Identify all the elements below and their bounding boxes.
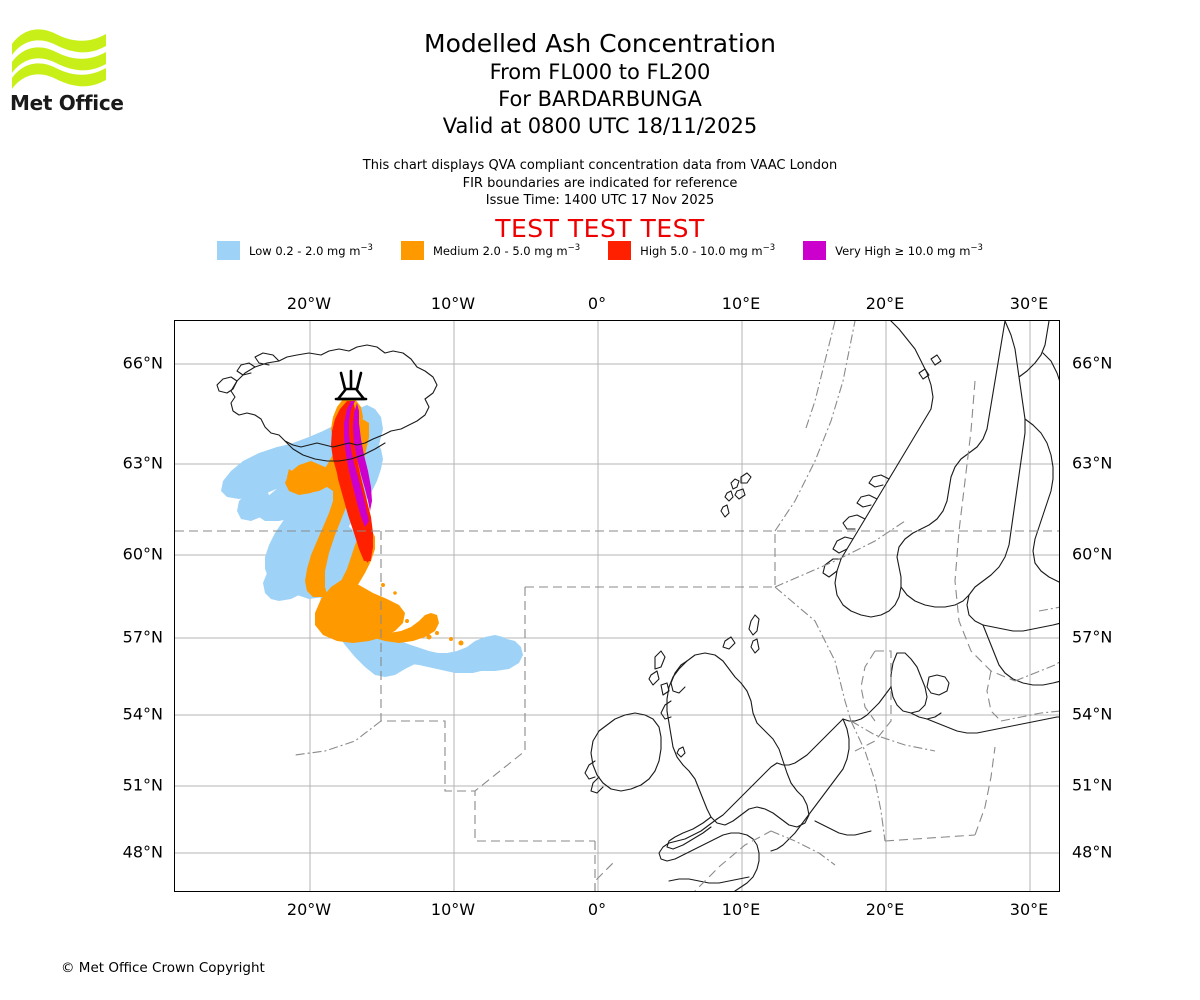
lat-tick-right-4: 54°N xyxy=(1072,704,1113,724)
map-plot-frame xyxy=(174,320,1060,892)
map-canvas xyxy=(175,321,1059,891)
lon-tick-bottom-4: 20°E xyxy=(865,900,905,919)
page-title: Modelled Ash Concentration xyxy=(424,29,776,58)
longitude-axis-top: 20°W 10°W 0° 10°E 20°E 30°E xyxy=(174,294,1060,313)
lat-tick-left-5: 51°N xyxy=(122,775,163,795)
met-office-logo-icon xyxy=(12,29,106,89)
lon-tick-bottom-1: 10°W xyxy=(430,900,476,919)
legend-label-high: High 5.0 - 10.0 mg m xyxy=(640,243,763,258)
lon-tick-top-2: 0° xyxy=(587,294,607,313)
legend-label-medium: Medium 2.0 - 5.0 mg m xyxy=(432,243,568,258)
graticule xyxy=(175,321,1059,891)
legend-label-very-high: Very High ≥ 10.0 mg m xyxy=(835,243,971,258)
met-office-wordmark: Met Office xyxy=(10,91,124,115)
legend-swatch-very-high xyxy=(803,241,827,260)
test-banner: TEST TEST TEST xyxy=(495,214,705,243)
legend-label-low: Low 0.2 - 2.0 mg m xyxy=(249,243,361,258)
legend-exponent-very-high: −3 xyxy=(970,243,983,254)
latitude-axis-left: 66°N 63°N 60°N 57°N 54°N 51°N 48°N xyxy=(123,320,163,892)
lon-tick-top-5: 30°E xyxy=(1009,294,1049,313)
legend-item-high: High 5.0 - 10.0 mg m−3 xyxy=(608,241,775,260)
lat-tick-right-1: 63°N xyxy=(1072,453,1113,473)
note-issue-time: Issue Time: 1400 UTC 17 Nov 2025 xyxy=(485,193,715,208)
concentration-legend: Low 0.2 - 2.0 mg m−3 Medium 2.0 - 5.0 mg… xyxy=(0,241,1200,260)
legend-item-low: Low 0.2 - 2.0 mg m−3 xyxy=(217,241,373,260)
coastlines xyxy=(216,321,1059,891)
legend-swatch-medium xyxy=(400,241,424,260)
lat-tick-left-2: 60°N xyxy=(122,544,163,564)
legend-exponent-low: −3 xyxy=(360,243,373,254)
lon-tick-bottom-0: 20°W xyxy=(286,900,332,919)
title-valid-time: Valid at 0800 UTC 18/11/2025 xyxy=(442,114,758,138)
lat-tick-left-3: 57°N xyxy=(122,627,163,647)
fir-boundaries xyxy=(175,321,1059,891)
latitude-axis-right: 66°N 63°N 60°N 57°N 54°N 51°N 48°N xyxy=(1072,320,1112,892)
lat-tick-left-4: 54°N xyxy=(122,704,163,724)
lon-tick-bottom-3: 10°E xyxy=(721,900,761,919)
legend-swatch-low xyxy=(217,241,241,260)
legend-swatch-high xyxy=(608,241,632,260)
chart-title-block: Modelled Ash Concentration From FL000 to… xyxy=(0,28,1200,140)
lon-tick-top-3: 10°E xyxy=(721,294,761,313)
met-office-branding: Met Office xyxy=(10,22,140,115)
bardarbunga-volcano-marker xyxy=(334,369,368,401)
lat-tick-left-6: 48°N xyxy=(122,842,163,862)
lat-tick-left-1: 63°N xyxy=(122,453,163,473)
legend-exponent-medium: −3 xyxy=(567,243,581,254)
lon-tick-top-1: 10°W xyxy=(430,294,476,313)
lon-tick-bottom-5: 30°E xyxy=(1009,900,1049,919)
lat-tick-right-5: 51°N xyxy=(1072,775,1113,795)
note-qva: This chart displays QVA compliant concen… xyxy=(362,158,838,173)
title-volcano: For BARDARBUNGA xyxy=(498,87,702,111)
title-flight-levels: From FL000 to FL200 xyxy=(489,60,711,84)
lat-tick-right-0: 66°N xyxy=(1072,353,1113,373)
chart-notes: This chart displays QVA compliant concen… xyxy=(0,157,1200,210)
lat-tick-right-3: 57°N xyxy=(1072,627,1113,647)
lon-tick-top-0: 20°W xyxy=(286,294,332,313)
legend-item-very-high: Very High ≥ 10.0 mg m−3 xyxy=(803,241,983,260)
lat-tick-right-2: 60°N xyxy=(1072,544,1113,564)
ash-plume-very-high xyxy=(344,401,372,527)
note-fir: FIR boundaries are indicated for referen… xyxy=(462,175,738,191)
lat-tick-left-0: 66°N xyxy=(122,353,163,373)
longitude-axis-bottom: 20°W 10°W 0° 10°E 20°E 30°E xyxy=(174,900,1060,919)
legend-item-medium: Medium 2.0 - 5.0 mg m−3 xyxy=(400,241,581,260)
lon-tick-bottom-2: 0° xyxy=(587,900,607,919)
copyright-notice: © Met Office Crown Copyright xyxy=(61,960,265,976)
legend-exponent-high: −3 xyxy=(762,243,776,254)
lon-tick-top-4: 20°E xyxy=(865,294,905,313)
lat-tick-right-6: 48°N xyxy=(1072,842,1113,862)
ash-concentration-map: 20°W 10°W 0° 10°E 20°E 30°E 20°W 10°W 0°… xyxy=(123,294,1113,919)
